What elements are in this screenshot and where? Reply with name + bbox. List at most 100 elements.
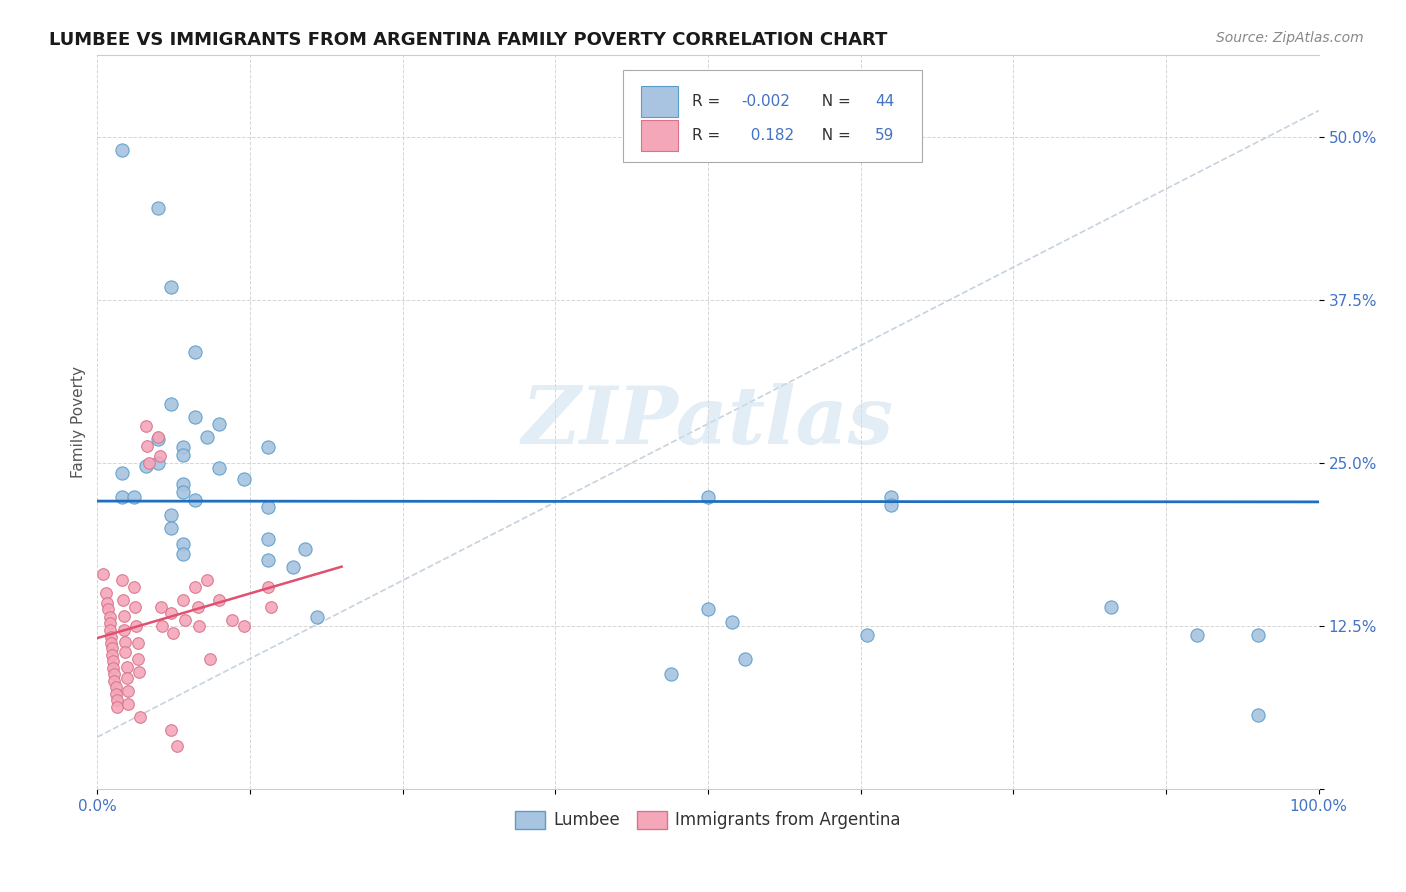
Point: [208, 417, 231, 431]
Point: [111, 490, 134, 504]
Point: [93, 566, 115, 581]
Point: [96, 596, 118, 610]
Point: [104, 687, 127, 701]
Point: [127, 636, 149, 650]
Point: [115, 659, 138, 673]
Point: [104, 681, 127, 695]
Point: [159, 508, 181, 523]
Point: [159, 521, 181, 535]
Point: [101, 641, 124, 656]
Point: [172, 476, 194, 491]
Point: [187, 619, 209, 633]
Point: [117, 698, 139, 712]
Point: [159, 280, 181, 294]
Text: N =: N =: [811, 94, 855, 109]
Point: [257, 532, 280, 546]
Point: [221, 613, 243, 627]
Text: N =: N =: [811, 128, 855, 144]
Point: [105, 700, 128, 714]
Point: [184, 492, 207, 507]
Bar: [641, 86, 678, 117]
Point: [172, 537, 194, 551]
Point: [111, 143, 134, 157]
Point: [128, 665, 150, 679]
Point: [149, 599, 172, 614]
Point: [281, 560, 304, 574]
Text: -0.002: -0.002: [741, 94, 790, 109]
Point: [661, 667, 683, 681]
Point: [103, 654, 125, 668]
Point: [159, 723, 181, 738]
Text: R =: R =: [692, 128, 725, 144]
Point: [1099, 599, 1122, 614]
Point: [97, 602, 120, 616]
Point: [734, 651, 756, 665]
Point: [138, 456, 160, 470]
Point: [166, 739, 188, 753]
Point: [98, 610, 121, 624]
Point: [186, 599, 208, 614]
Point: [172, 547, 194, 561]
Point: [111, 574, 134, 588]
Point: [1246, 628, 1268, 642]
Point: [98, 623, 121, 637]
Point: [232, 619, 254, 633]
Point: [208, 593, 231, 607]
Point: [127, 651, 149, 665]
Point: [114, 634, 136, 648]
Text: Source: ZipAtlas.com: Source: ZipAtlas.com: [1216, 31, 1364, 45]
Point: [129, 710, 152, 724]
Point: [260, 599, 283, 614]
Point: [162, 625, 184, 640]
Point: [697, 490, 720, 504]
Point: [697, 602, 720, 616]
Point: [184, 580, 207, 594]
Point: [159, 606, 181, 620]
Point: [148, 202, 170, 216]
Text: ZIPatlas: ZIPatlas: [522, 384, 894, 461]
Point: [195, 430, 218, 444]
Point: [232, 472, 254, 486]
Point: [112, 623, 135, 637]
Point: [148, 430, 170, 444]
FancyBboxPatch shape: [623, 70, 922, 161]
Point: [195, 574, 218, 588]
Point: [856, 628, 879, 642]
Point: [111, 593, 134, 607]
Point: [98, 616, 121, 631]
Point: [105, 693, 128, 707]
Point: [880, 498, 903, 512]
Point: [135, 458, 157, 473]
Point: [172, 440, 194, 454]
Point: [172, 593, 194, 607]
Text: R =: R =: [692, 94, 725, 109]
Point: [117, 684, 139, 698]
Text: 59: 59: [876, 128, 894, 144]
Text: 0.182: 0.182: [741, 128, 794, 144]
Point: [125, 619, 148, 633]
Point: [114, 645, 136, 659]
Point: [172, 448, 194, 462]
Point: [721, 615, 744, 630]
Point: [208, 461, 231, 475]
Point: [150, 619, 173, 633]
Text: LUMBEE VS IMMIGRANTS FROM ARGENTINA FAMILY POVERTY CORRELATION CHART: LUMBEE VS IMMIGRANTS FROM ARGENTINA FAMI…: [49, 31, 887, 49]
Legend: Lumbee, Immigrants from Argentina: Lumbee, Immigrants from Argentina: [509, 804, 907, 836]
Point: [100, 636, 122, 650]
Point: [112, 608, 135, 623]
Point: [103, 673, 125, 688]
Point: [174, 613, 197, 627]
Point: [115, 671, 138, 685]
Point: [1185, 628, 1208, 642]
Point: [257, 440, 280, 454]
Point: [1246, 707, 1268, 722]
Point: [294, 542, 316, 557]
Point: [111, 467, 134, 481]
Y-axis label: Family Poverty: Family Poverty: [72, 367, 86, 478]
Point: [257, 500, 280, 515]
Point: [101, 648, 124, 662]
Point: [100, 630, 122, 644]
Point: [122, 580, 145, 594]
Point: [122, 490, 145, 504]
Text: 44: 44: [876, 94, 894, 109]
